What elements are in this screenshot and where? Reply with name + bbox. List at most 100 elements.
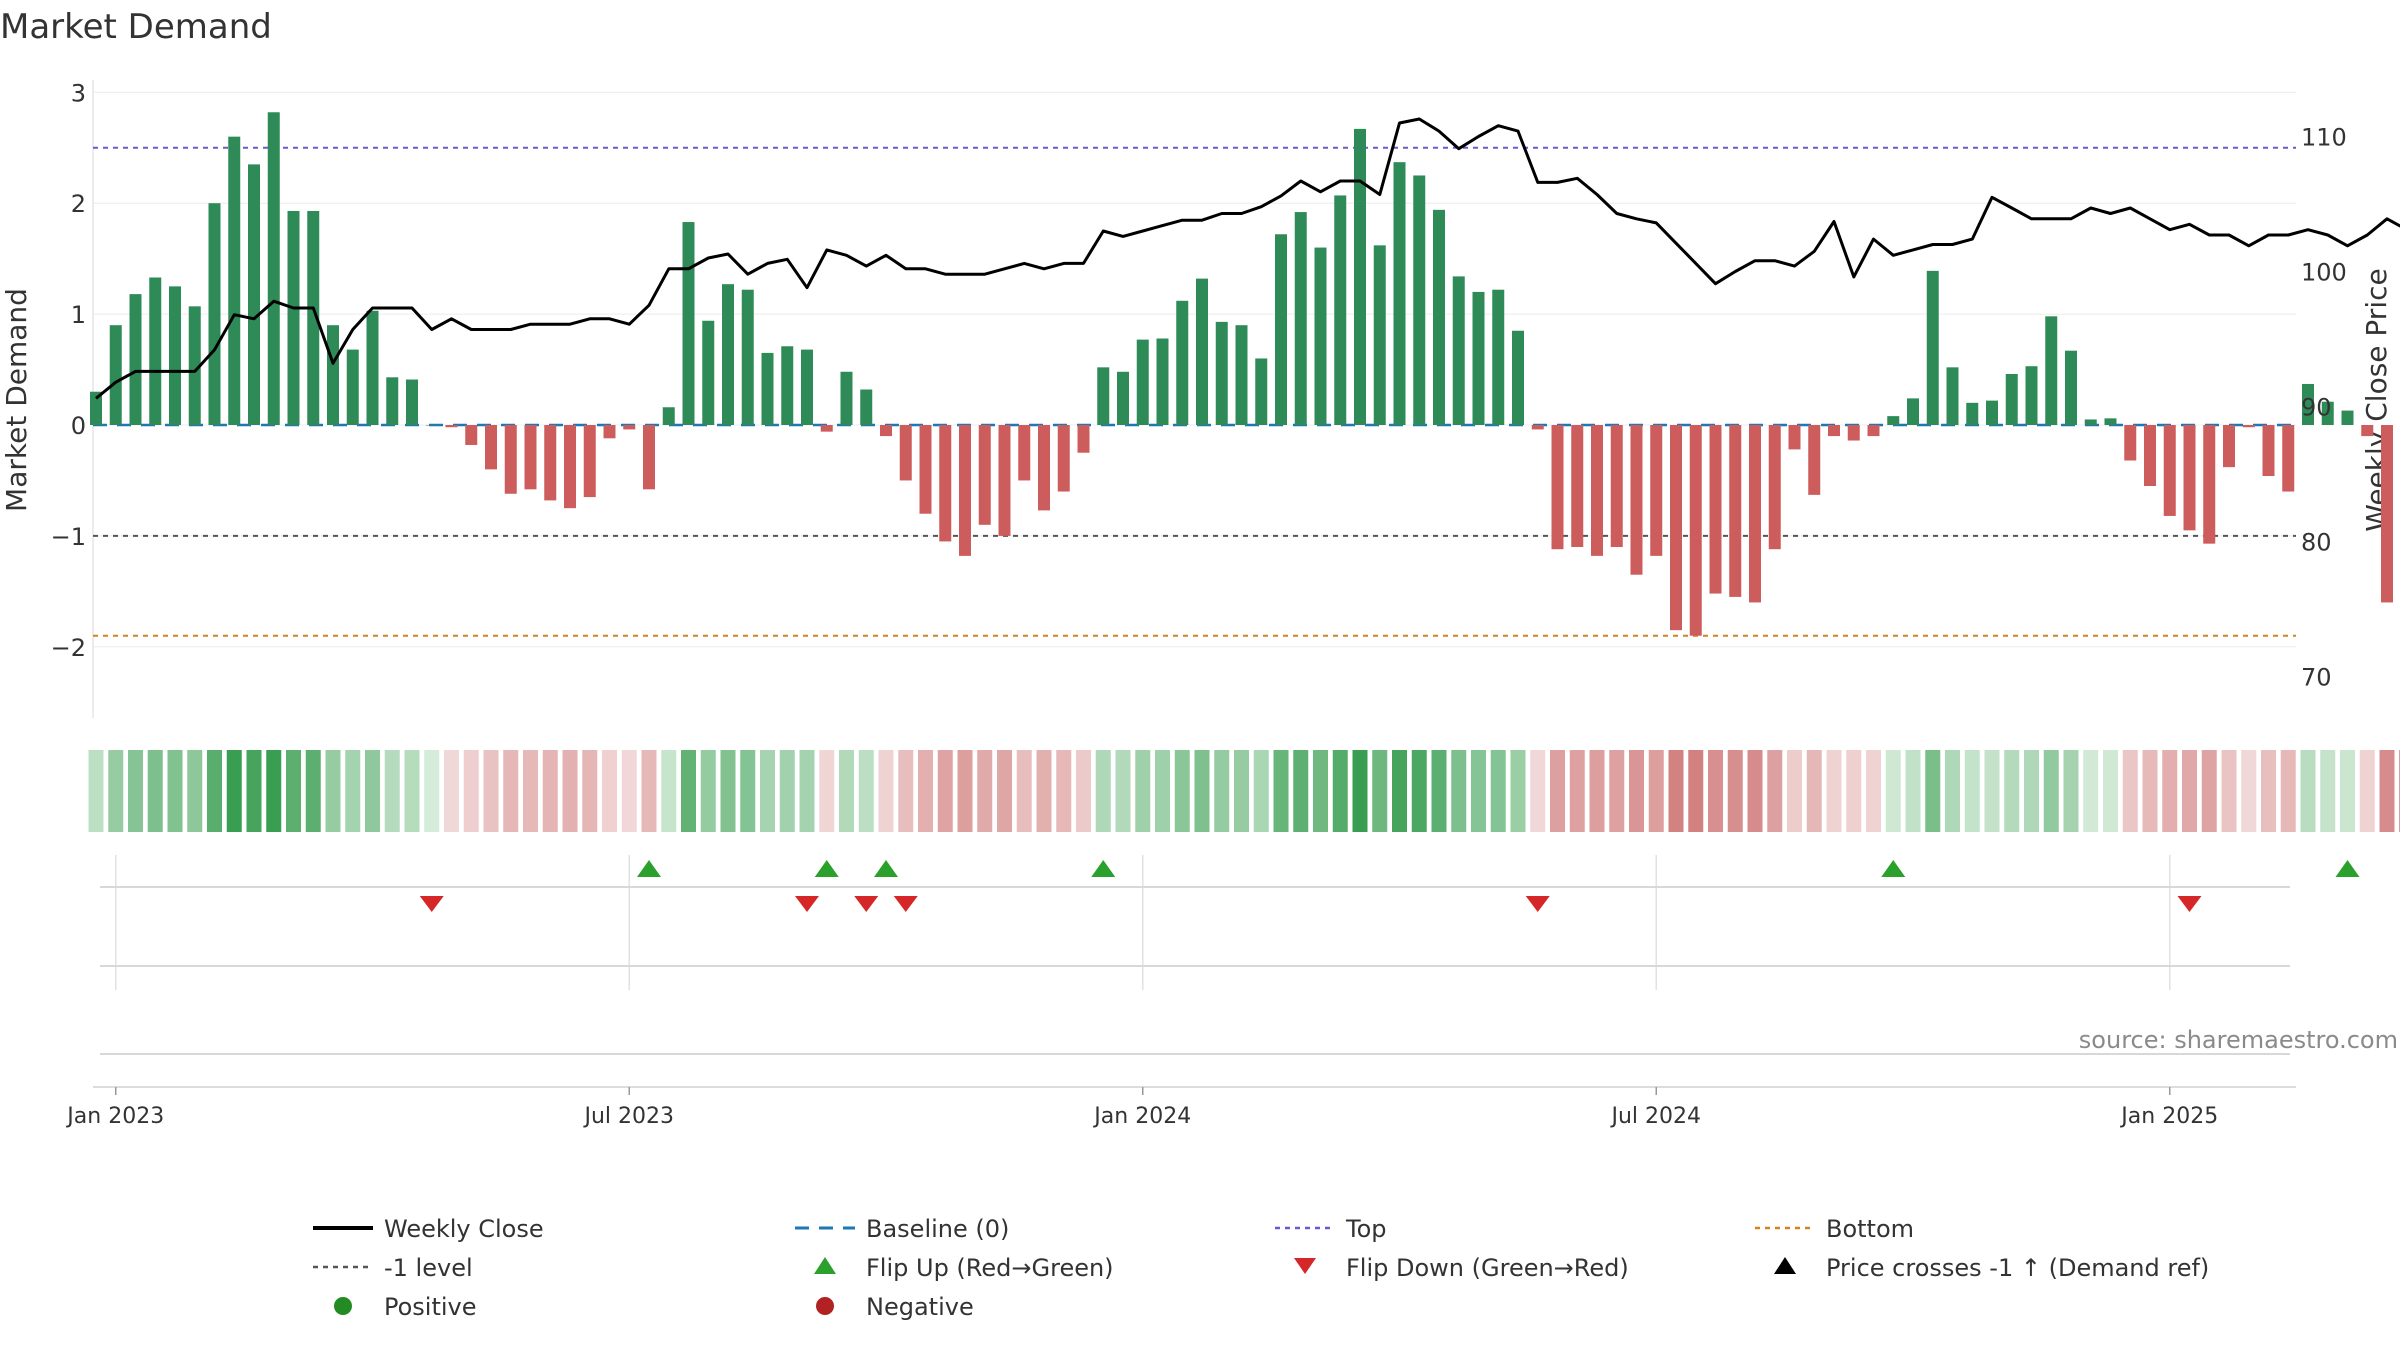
heat-cell xyxy=(2024,750,2039,832)
x-tick-label: Jul 2024 xyxy=(1609,1104,1701,1129)
demand-bar xyxy=(643,425,655,490)
heat-cell xyxy=(661,750,677,832)
demand-bar xyxy=(1373,245,1386,425)
y-axis-right-ticks: 110 100 90 80 70 xyxy=(2301,124,2347,692)
demand-bar xyxy=(919,425,932,514)
legend-minus-one-label: -1 level xyxy=(384,1254,473,1282)
demand-bar xyxy=(1354,128,1366,425)
heat-cell xyxy=(2162,750,2178,832)
heat-cell xyxy=(167,750,183,832)
demand-bar xyxy=(899,425,912,481)
demand-bar xyxy=(1097,367,1110,425)
heat-cell xyxy=(147,750,163,832)
demand-bar xyxy=(2025,366,2038,425)
heat-cell xyxy=(2379,750,2395,832)
flip-down-marker xyxy=(2177,896,2202,912)
heat-cell xyxy=(1392,750,1407,832)
legend: Weekly Close Baseline (0) Top Bottom -1 leve… xyxy=(313,1215,2209,1321)
heat-cell xyxy=(266,750,282,832)
heat-cell xyxy=(128,750,143,832)
y-right-tick-label: 100 xyxy=(2301,259,2347,287)
demand-bar xyxy=(1018,425,1031,481)
heat-cell xyxy=(2280,750,2296,832)
heat-cell xyxy=(246,750,262,832)
heat-cell xyxy=(444,750,459,832)
demand-bar xyxy=(2183,425,2196,531)
heat-cell xyxy=(819,750,835,832)
demand-bar xyxy=(722,284,734,425)
demand-bar xyxy=(267,112,280,426)
demand-bar xyxy=(781,346,794,425)
heat-cell xyxy=(1530,750,1546,832)
demand-bar xyxy=(1472,291,1485,425)
demand-bar xyxy=(978,425,991,525)
legend-flip-down-label: Flip Down (Green→Red) xyxy=(1346,1254,1629,1282)
flip-down-marker xyxy=(795,896,819,912)
heat-cell xyxy=(1411,750,1427,832)
heat-cell xyxy=(463,750,479,832)
legend-top-label: Top xyxy=(1345,1215,1387,1243)
demand-bar xyxy=(741,289,754,425)
heat-cell xyxy=(523,750,538,832)
demand-bar xyxy=(860,389,873,425)
y-right-tick-label: 80 xyxy=(2301,529,2332,557)
heat-cell xyxy=(2261,750,2276,832)
heat-cell xyxy=(2182,750,2197,832)
heat-cell xyxy=(108,750,124,832)
chart-title: Market Demand xyxy=(0,7,272,47)
heat-cell xyxy=(1135,750,1151,832)
heat-cell xyxy=(1945,750,1960,832)
demand-bar xyxy=(425,425,438,426)
demand-bar xyxy=(346,349,359,425)
flip-down-marker xyxy=(893,896,918,912)
demand-bar xyxy=(445,425,458,428)
demand-bar xyxy=(2302,383,2314,425)
demand-bar xyxy=(208,203,221,425)
heat-cell xyxy=(1076,750,1091,832)
demand-bar xyxy=(504,425,517,494)
demand-bar xyxy=(1907,398,1919,425)
demand-bar xyxy=(1215,321,1228,425)
legend-weekly-close-label: Weekly Close xyxy=(384,1215,544,1243)
demand-bar xyxy=(1689,425,1702,636)
demand-bar xyxy=(1433,209,1445,425)
y-right-tick-label: 110 xyxy=(2301,124,2347,152)
demand-bar xyxy=(1057,425,1070,492)
demand-bar xyxy=(564,425,576,509)
y-left-tick-label: 3 xyxy=(71,79,86,107)
legend-positive-swatch xyxy=(334,1297,352,1315)
demand-bar xyxy=(1156,338,1169,425)
flip-down-marker xyxy=(419,896,444,912)
demand-bar xyxy=(1650,425,1663,556)
heat-cell xyxy=(1095,750,1111,832)
demand-bar xyxy=(1531,425,1544,430)
weekly-close-series xyxy=(95,117,2400,400)
demand-bar xyxy=(1847,425,1860,441)
heat-cell xyxy=(878,750,894,832)
y-left-tick-label: −1 xyxy=(51,523,86,551)
x-tick-label: Jan 2024 xyxy=(1092,1104,1191,1129)
heat-cell xyxy=(2142,750,2158,832)
flip-up-marker xyxy=(2335,860,2360,877)
source-note: source: sharemaestro.com xyxy=(2079,1026,2398,1054)
y-axis-left-ticks: 3 2 1 0 −1 −2 xyxy=(51,79,86,661)
demand-bar xyxy=(2361,425,2374,437)
heat-cell xyxy=(1194,750,1210,832)
demand-bar xyxy=(2262,425,2275,477)
demand-bar xyxy=(1413,175,1426,425)
legend-flip-up-swatch xyxy=(814,1257,836,1274)
demand-bar xyxy=(998,425,1011,536)
heat-cell xyxy=(1273,750,1289,832)
flip-markers xyxy=(100,860,2360,1055)
demand-bar xyxy=(327,325,339,425)
demand-bars xyxy=(90,112,2393,636)
heat-cell xyxy=(1431,750,1447,832)
heat-cell xyxy=(1214,750,1230,832)
y-left-tick-label: 1 xyxy=(71,301,86,329)
demand-bar xyxy=(2045,316,2058,425)
demand-bar xyxy=(1255,358,1268,425)
demand-bar xyxy=(1828,425,1840,437)
demand-bar xyxy=(149,277,162,425)
heat-cell xyxy=(1589,750,1605,832)
heat-cell xyxy=(1490,750,1506,832)
